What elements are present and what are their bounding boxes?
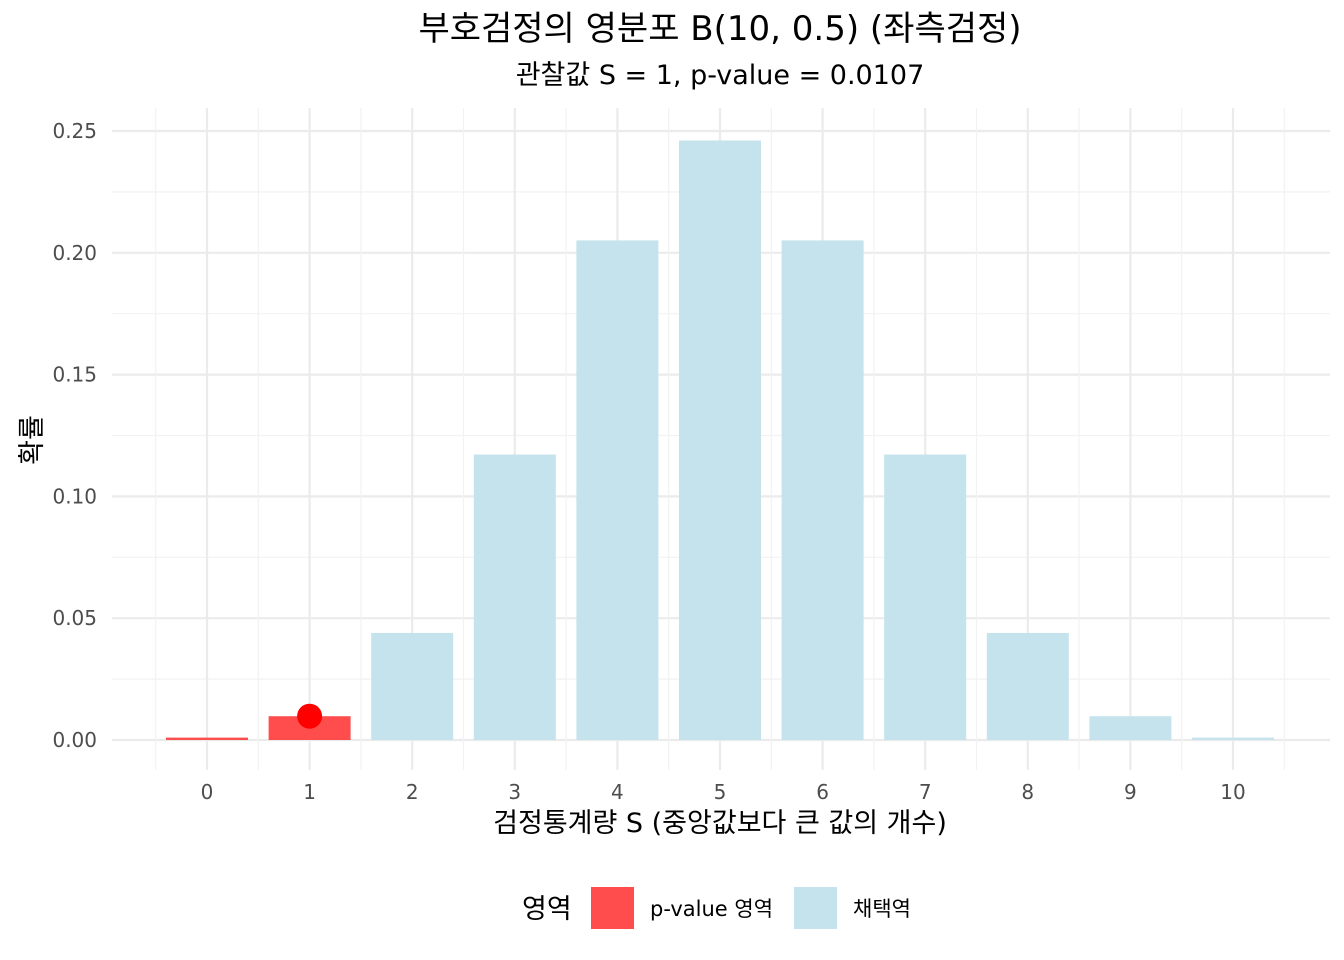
bar-9 (1089, 716, 1172, 740)
legend-swatch-acceptance (794, 887, 837, 929)
x-tick-label: 6 (816, 780, 829, 804)
y-axis-title: 확률 (17, 415, 48, 465)
x-tick-label: 2 (406, 780, 419, 804)
x-tick-label: 3 (508, 780, 521, 804)
bar-3 (473, 454, 556, 740)
x-tick-label: 4 (611, 780, 624, 804)
chart-subtitle: 관찰값 S = 1, p-value = 0.0107 (516, 60, 925, 91)
legend: 영역 p-value 영역 채택역 (522, 887, 911, 929)
observed-point (297, 703, 323, 729)
y-tick-label: 0.20 (52, 241, 97, 265)
bar-6 (781, 240, 864, 740)
bar-5 (679, 140, 761, 740)
legend-swatch-pvalue (591, 887, 634, 929)
x-tick-label: 10 (1220, 780, 1245, 804)
bars (166, 140, 1274, 740)
x-tick-label: 8 (1021, 780, 1034, 804)
y-tick-label: 0.25 (52, 119, 97, 143)
x-tick-label: 1 (303, 780, 316, 804)
x-axis-title: 검정통계량 S (중앙값보다 큰 값의 개수) (493, 808, 947, 839)
legend-label-acceptance: 채택역 (853, 897, 911, 921)
x-tick-label: 5 (714, 780, 727, 804)
bar-2 (371, 632, 454, 740)
bar-8 (986, 632, 1069, 740)
y-tick-label: 0.10 (52, 484, 97, 508)
x-tick-label: 9 (1124, 780, 1137, 804)
bar-10 (1192, 737, 1274, 740)
bar-7 (884, 454, 967, 740)
x-tick-label: 7 (919, 780, 932, 804)
legend-label-pvalue: p-value 영역 (650, 897, 773, 921)
y-tick-label: 0.15 (52, 363, 97, 387)
x-tick-labels: 0 1 2 3 4 5 6 7 8 9 10 (201, 780, 1246, 804)
bar-0 (166, 737, 248, 740)
x-tick-label: 0 (201, 780, 214, 804)
legend-title: 영역 (522, 894, 572, 925)
bar-4 (576, 240, 659, 740)
chart-title: 부호검정의 영분포 B(10, 0.5) (좌측검정) (418, 9, 1021, 49)
observed-marker-layer (297, 703, 323, 729)
y-tick-label: 0.00 (52, 728, 97, 752)
y-tick-labels: 0.00 0.05 0.10 0.15 0.20 0.25 (52, 119, 97, 752)
y-tick-label: 0.05 (52, 606, 97, 630)
